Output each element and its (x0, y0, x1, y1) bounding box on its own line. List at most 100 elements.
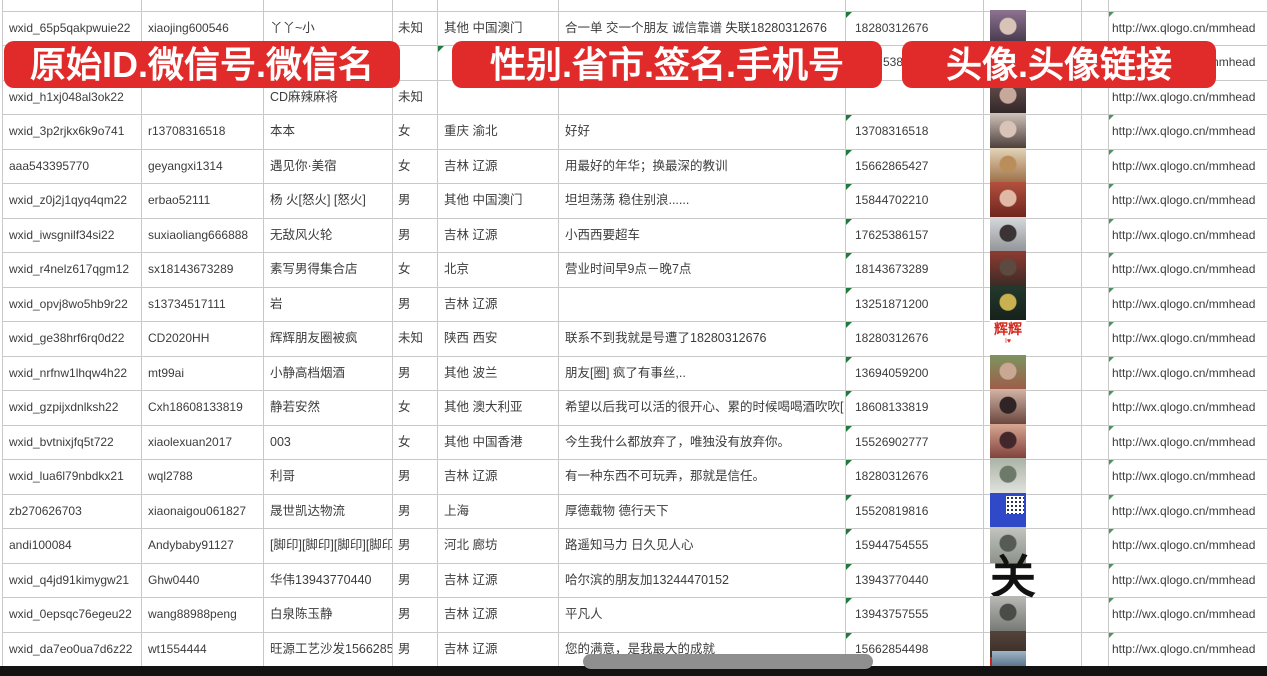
cell-phone-number[interactable]: 15844702210 (855, 193, 929, 207)
cell-original-id[interactable]: wxid_nrfnw1lhqw4h22 (9, 365, 128, 380)
cell-avatar-link[interactable]: http://wx.qlogo.cn/mmhead (1112, 538, 1256, 552)
cell-province-city[interactable]: 上海 (444, 503, 470, 518)
avatar-image-woman-portrait[interactable] (990, 9, 1026, 46)
cell-wechat-id[interactable]: erbao52111 (148, 193, 211, 207)
avatar-image-huihui-red-text[interactable]: 辉辉 I♥ (990, 320, 1026, 356)
cell-signature[interactable]: 哈尔滨的朋友加13244470152 (565, 572, 729, 587)
cell-signature[interactable]: 您的满意，是我最大的成就 (565, 641, 716, 656)
avatar-image-black-calligraphy-guan[interactable]: 关 (990, 549, 1036, 604)
cell-original-id[interactable]: wxid_da7eo0ua7d6z22 (9, 641, 133, 656)
cell-original-id[interactable]: wxid_0epsqc76egeu22 (9, 607, 132, 621)
cell-gender[interactable]: 未知 (398, 20, 424, 35)
cell-original-id[interactable]: andi100084 (9, 538, 72, 552)
cell-signature[interactable]: 希望以后我可以活的很开心、累的时候喝喝酒吹吹[ (565, 400, 844, 414)
cell-province-city[interactable]: 吉林 辽源 (444, 296, 498, 311)
cell-province-city[interactable]: 吉林 辽源 (444, 607, 498, 621)
cell-phone-number[interactable]: 18608133819 (855, 400, 929, 414)
cell-wechat-name[interactable]: 利哥 (270, 469, 296, 483)
avatar-image-woman-sunglasses[interactable] (990, 354, 1026, 391)
cell-avatar-link[interactable]: http://wx.qlogo.cn/mmhead (1112, 400, 1256, 414)
cell-province-city[interactable]: 其他 波兰 (444, 365, 498, 380)
cell-signature[interactable]: 联系不到我就是号遭了18280312676 (565, 331, 767, 345)
cell-wechat-id[interactable]: xiaonaigou061827 (148, 503, 247, 518)
cell-wechat-id[interactable]: Cxh18608133819 (148, 400, 243, 414)
cell-wechat-name[interactable]: 华伟13943770440 (270, 572, 372, 587)
cell-wechat-id[interactable]: suxiaoliang666888 (148, 227, 249, 242)
cell-phone-number[interactable]: 18143673289 (855, 262, 929, 276)
cell-province-city[interactable]: 北京 (444, 262, 470, 276)
cell-signature[interactable]: 有一种东西不可玩弄，那就是信任。 (565, 469, 766, 483)
cell-wechat-name[interactable]: 本本 (270, 124, 296, 138)
cell-gender[interactable]: 男 (398, 193, 411, 207)
cell-avatar-link[interactable]: http://wx.qlogo.cn/mmhead (1112, 89, 1256, 104)
cell-wechat-name[interactable]: 晟世凯达物流 (270, 503, 346, 518)
avatar-image-man-in-car[interactable] (990, 216, 1026, 253)
cell-province-city[interactable]: 吉林 辽源 (444, 572, 498, 587)
cell-wechat-name[interactable]: 遇见你·美宿 (270, 158, 337, 173)
cell-phone-number[interactable]: 13694059200 (855, 365, 929, 380)
cell-avatar-link[interactable]: http://wx.qlogo.cn/mmhead (1112, 296, 1256, 311)
cell-avatar-link[interactable]: http://wx.qlogo.cn/mmhead (1112, 193, 1256, 207)
cell-original-id[interactable]: wxid_iwsgnilf34si22 (9, 227, 115, 242)
avatar-image-man-white-hood[interactable] (990, 458, 1026, 494)
cell-avatar-link[interactable]: http://wx.qlogo.cn/mmhead (1112, 262, 1256, 276)
cell-gender[interactable]: 女 (398, 262, 411, 276)
cell-original-id[interactable]: wxid_q4jd91kimygw21 (9, 572, 130, 587)
cell-phone-number[interactable]: 13943770440 (855, 572, 929, 587)
cell-phone-number[interactable]: 13251871200 (855, 296, 929, 311)
cell-signature[interactable]: 好好 (565, 124, 591, 138)
cell-signature[interactable] (558, 287, 845, 321)
cell-wechat-id[interactable]: wt1554444 (148, 641, 207, 656)
cell-province-city[interactable]: 吉林 辽源 (444, 469, 498, 483)
cell-avatar-link[interactable]: http://wx.qlogo.cn/mmhead (1112, 158, 1256, 173)
cell-wechat-id[interactable]: Andybaby91127 (148, 538, 234, 552)
cell-wechat-id[interactable]: wang88988peng (148, 607, 237, 621)
cell-gender[interactable]: 男 (398, 572, 411, 587)
cell-wechat-name[interactable]: 003 (270, 434, 291, 449)
cell-wechat-id[interactable]: s13734517111 (148, 296, 226, 311)
cell-wechat-id[interactable]: sx18143673289 (148, 262, 234, 276)
cell-gender[interactable]: 未知 (398, 331, 424, 345)
cell-phone-number[interactable]: 15662854498 (855, 641, 929, 656)
cell-province-city[interactable]: 其他 中国澳门 (444, 20, 523, 35)
cell-province-city[interactable]: 吉林 辽源 (444, 227, 498, 242)
cell-gender[interactable]: 女 (398, 434, 411, 449)
cell-province-city[interactable]: 其他 澳大利亚 (444, 400, 523, 414)
cell-gender[interactable]: 女 (398, 158, 411, 173)
cell-original-id[interactable]: wxid_h1xj048al3ok22 (9, 89, 124, 104)
cell-province-city[interactable]: 重庆 渝北 (444, 124, 498, 138)
cell-original-id[interactable]: wxid_r4nelz617qgm12 (9, 262, 130, 276)
cell-phone-number[interactable]: 13708316518 (855, 124, 929, 138)
cell-phone-number[interactable]: 15662865427 (855, 158, 929, 173)
cell-wechat-name[interactable]: [脚印][脚印][脚印][脚印] (270, 538, 392, 552)
cell-wechat-name[interactable]: 岩 (270, 296, 283, 311)
cell-wechat-name[interactable]: 杨 火[怒火] [怒火] (270, 193, 366, 207)
avatar-image-dark-poster[interactable] (990, 285, 1026, 322)
cell-avatar-link[interactable]: http://wx.qlogo.cn/mmhead (1112, 641, 1256, 656)
avatar-image-dried-flowers[interactable] (990, 147, 1026, 184)
cell-phone-number[interactable]: 15520819816 (855, 503, 929, 518)
cell-phone-number[interactable]: 18280312676 (855, 20, 929, 35)
cell-signature[interactable]: 小西西要超车 (565, 227, 641, 242)
cell-signature[interactable]: 坦坦荡荡 稳住别浪...... (565, 193, 690, 207)
cell-province-city[interactable]: 其他 中国澳门 (444, 193, 523, 207)
cell-wechat-name[interactable]: 小静高档烟酒 (270, 365, 346, 380)
cell-avatar-link[interactable]: http://wx.qlogo.cn/mmhead (1112, 469, 1256, 483)
cell-phone-number[interactable]: 15526902777 (855, 434, 929, 449)
cell-gender[interactable]: 男 (398, 296, 411, 311)
cell-wechat-id[interactable]: CD2020HH (148, 331, 210, 345)
cell-phone-number[interactable]: 18280312676 (855, 331, 929, 345)
cell-signature[interactable]: 平凡人 (565, 607, 603, 621)
cell-original-id[interactable]: wxid_bvtnixjfq5t722 (9, 434, 114, 449)
cell-original-id[interactable]: wxid_gzpijxdnlksh22 (9, 400, 119, 414)
avatar-image-storefront[interactable] (990, 251, 1026, 287)
cell-province-city[interactable]: 其他 中国香港 (444, 434, 523, 449)
cell-gender[interactable]: 男 (398, 365, 411, 380)
avatar-image-woman-portrait[interactable] (990, 113, 1026, 149)
cell-original-id[interactable]: wxid_ge38hrf6rq0d22 (9, 331, 125, 345)
cell-avatar-link[interactable]: http://wx.qlogo.cn/mmhead (1112, 572, 1256, 587)
cell-phone-number[interactable]: 13943757555 (855, 607, 929, 621)
cell-wechat-id[interactable]: geyangxi1314 (148, 158, 223, 173)
cell-original-id[interactable]: wxid_3p2rjkx6k9o741 (9, 124, 125, 138)
cell-original-id[interactable]: wxid_opvj8wo5hb9r22 (9, 296, 128, 311)
